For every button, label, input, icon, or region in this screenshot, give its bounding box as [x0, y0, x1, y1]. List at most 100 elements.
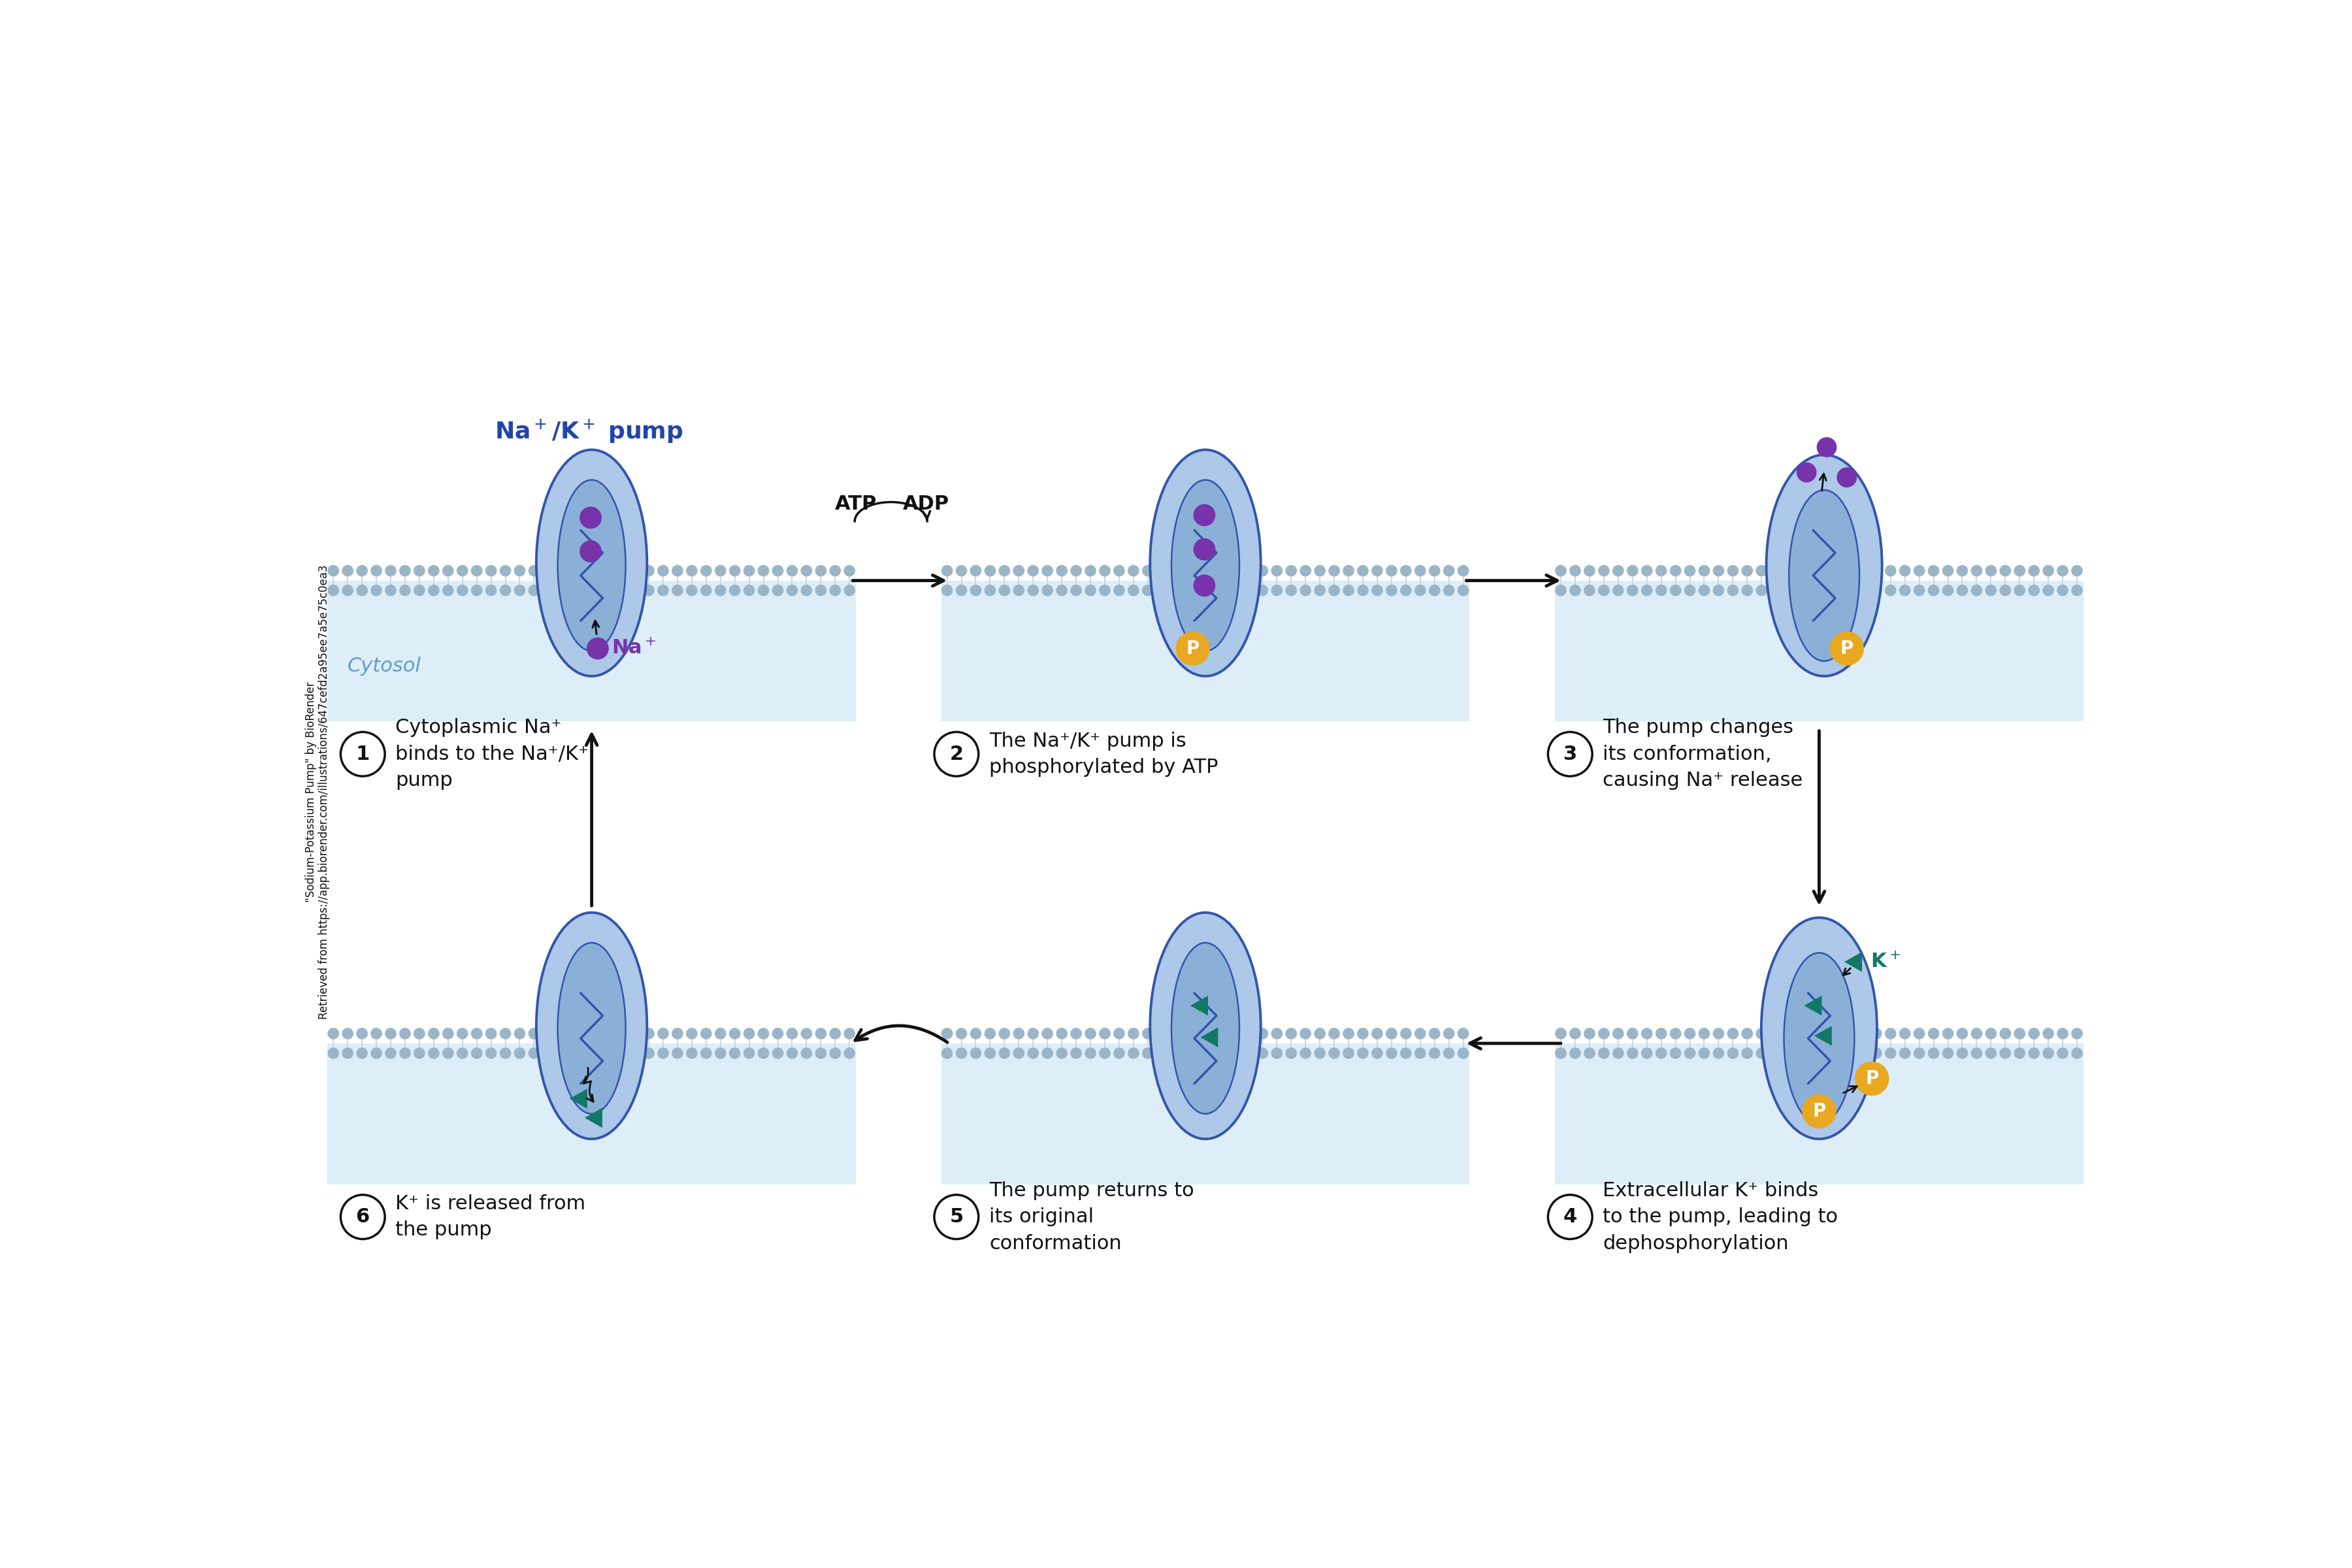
Circle shape	[1028, 585, 1040, 596]
Circle shape	[1740, 1047, 1752, 1058]
Circle shape	[1856, 1063, 1889, 1094]
Circle shape	[1884, 1027, 1896, 1040]
Circle shape	[529, 1047, 541, 1058]
Text: The pump changes
its conformation,
causing Na⁺ release: The pump changes its conformation, causi…	[1602, 718, 1804, 790]
Circle shape	[1098, 585, 1110, 596]
Circle shape	[656, 1027, 668, 1040]
Circle shape	[628, 564, 640, 577]
Circle shape	[1755, 564, 1766, 577]
Circle shape	[729, 564, 741, 577]
Circle shape	[2027, 1027, 2039, 1040]
Circle shape	[1929, 1027, 1940, 1040]
Circle shape	[485, 1027, 496, 1040]
Circle shape	[1127, 1027, 1138, 1040]
Circle shape	[1856, 1047, 1867, 1058]
Circle shape	[529, 1027, 541, 1040]
Circle shape	[470, 1047, 482, 1058]
Circle shape	[1628, 585, 1639, 596]
Circle shape	[1771, 1027, 1783, 1040]
Circle shape	[1200, 1047, 1211, 1058]
Bar	[1555, 1043, 2084, 1184]
Circle shape	[1740, 564, 1752, 577]
Circle shape	[1329, 585, 1341, 596]
Circle shape	[428, 585, 440, 596]
Circle shape	[1898, 1027, 1910, 1040]
Circle shape	[2013, 564, 2025, 577]
Circle shape	[800, 1027, 811, 1040]
Circle shape	[341, 1195, 386, 1239]
Circle shape	[1799, 1047, 1811, 1058]
Ellipse shape	[1171, 942, 1240, 1113]
Circle shape	[414, 585, 426, 596]
Circle shape	[442, 1047, 454, 1058]
Circle shape	[1143, 564, 1152, 577]
Circle shape	[1428, 564, 1439, 577]
Text: P: P	[1839, 640, 1853, 657]
Circle shape	[2042, 564, 2053, 577]
Circle shape	[1642, 585, 1653, 596]
Circle shape	[1329, 564, 1341, 577]
Circle shape	[1176, 632, 1209, 665]
Circle shape	[614, 564, 626, 577]
Circle shape	[1548, 732, 1592, 776]
Circle shape	[1270, 1027, 1282, 1040]
Circle shape	[1842, 1027, 1853, 1040]
Circle shape	[1028, 564, 1040, 577]
Circle shape	[701, 564, 713, 577]
Circle shape	[1399, 585, 1411, 596]
Circle shape	[816, 1047, 826, 1058]
Circle shape	[1828, 1027, 1839, 1040]
Circle shape	[800, 585, 811, 596]
Circle shape	[1828, 564, 1839, 577]
Circle shape	[1597, 585, 1609, 596]
Circle shape	[1343, 1027, 1355, 1040]
Circle shape	[355, 1047, 367, 1058]
Circle shape	[816, 1027, 826, 1040]
Circle shape	[557, 1047, 569, 1058]
Text: 1: 1	[355, 745, 369, 764]
Circle shape	[372, 585, 381, 596]
Circle shape	[470, 564, 482, 577]
Circle shape	[1870, 1027, 1882, 1040]
Circle shape	[941, 585, 953, 596]
Text: The pump returns to
its original
conformation: The pump returns to its original conform…	[990, 1181, 1195, 1253]
Circle shape	[715, 1027, 727, 1040]
Circle shape	[442, 564, 454, 577]
Circle shape	[1656, 585, 1668, 596]
Circle shape	[327, 564, 339, 577]
Circle shape	[786, 1027, 797, 1040]
Circle shape	[1214, 1027, 1225, 1040]
Circle shape	[1785, 1047, 1797, 1058]
Circle shape	[557, 564, 569, 577]
Circle shape	[485, 1047, 496, 1058]
Circle shape	[1999, 564, 2011, 577]
Circle shape	[1185, 585, 1197, 596]
Circle shape	[400, 1027, 412, 1040]
Circle shape	[1014, 564, 1025, 577]
Circle shape	[1200, 564, 1211, 577]
Circle shape	[515, 1047, 524, 1058]
Ellipse shape	[557, 480, 626, 651]
Circle shape	[1399, 1047, 1411, 1058]
Circle shape	[642, 564, 654, 577]
Circle shape	[1270, 564, 1282, 577]
Circle shape	[969, 564, 981, 577]
Circle shape	[1985, 564, 1997, 577]
Circle shape	[1414, 564, 1425, 577]
Polygon shape	[1804, 996, 1823, 1016]
Circle shape	[1357, 1047, 1369, 1058]
Polygon shape	[1200, 1027, 1218, 1047]
Circle shape	[1098, 564, 1110, 577]
Circle shape	[1056, 1027, 1068, 1040]
Circle shape	[1056, 1047, 1068, 1058]
Circle shape	[1042, 585, 1054, 596]
Circle shape	[1000, 1047, 1011, 1058]
Circle shape	[1670, 585, 1682, 596]
Circle shape	[1943, 564, 1955, 577]
Circle shape	[1192, 538, 1216, 560]
Circle shape	[1569, 1027, 1581, 1040]
Circle shape	[642, 1047, 654, 1058]
Circle shape	[1583, 585, 1595, 596]
Circle shape	[1127, 564, 1138, 577]
Circle shape	[442, 1027, 454, 1040]
